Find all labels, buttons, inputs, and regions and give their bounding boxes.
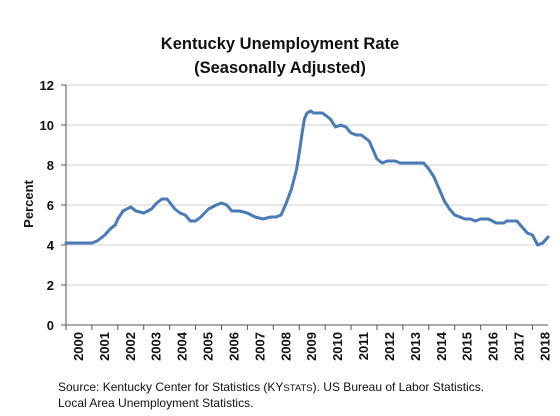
gridlines (66, 84, 548, 286)
x-tick-label: 2014 (434, 331, 449, 361)
x-tick-label: 2015 (460, 332, 475, 361)
x-tick-label: 2016 (486, 332, 501, 361)
source-line-1: Source: Kentucky Center for Statistics (… (58, 379, 558, 397)
unemployment-rate-line (64, 109, 550, 247)
y-tick-label: 12 (40, 78, 54, 93)
y-tick-label: 0 (47, 318, 54, 333)
x-tick-label: 2012 (382, 332, 397, 361)
source-text-smallcaps: STATS (283, 383, 313, 394)
x-tick-label: 2009 (304, 332, 319, 361)
x-tick-label: 2007 (252, 332, 267, 361)
chart-subtitle: (Seasonally Adjusted) (194, 59, 366, 77)
y-tick-label: 4 (47, 238, 55, 253)
x-tick-label: 2011 (356, 332, 371, 360)
axes (61, 84, 548, 330)
y-tick-label: 6 (47, 198, 54, 213)
x-tick-label: 2001 (97, 332, 112, 361)
source-text-a: Source: Kentucky Center for Statistics (… (58, 380, 284, 394)
chart-title: Kentucky Unemployment Rate (160, 35, 400, 53)
source-line-2: Local Area Unemployment Statistics. (58, 396, 254, 410)
y-axis-title: Percent (21, 179, 36, 227)
x-tick-label: 2017 (511, 332, 526, 361)
tick-labels: 0 2 4 6 8 10 12 2000 2001 2002 2003 2004 2005 2006 200… (40, 78, 553, 361)
x-tick-label: 2004 (175, 331, 190, 361)
y-tick-label: 8 (47, 158, 54, 173)
y-tick-label: 2 (47, 278, 54, 293)
x-tick-label: 2002 (123, 332, 138, 361)
x-tick-label: 2003 (149, 332, 164, 361)
source-text-b: ). US Bureau of Labor Statistics. (312, 380, 485, 394)
x-tick-label: 2000 (71, 332, 86, 361)
x-tick-label: 2013 (408, 332, 423, 361)
series-layer (64, 109, 550, 247)
x-tick-label: 2008 (278, 332, 293, 361)
x-tick-label: 2006 (226, 332, 241, 361)
y-tick-label: 10 (40, 118, 54, 133)
x-tick-label: 2010 (330, 332, 345, 361)
x-tick-label: 2005 (201, 332, 216, 361)
x-tick-label: 2018 (537, 332, 552, 361)
